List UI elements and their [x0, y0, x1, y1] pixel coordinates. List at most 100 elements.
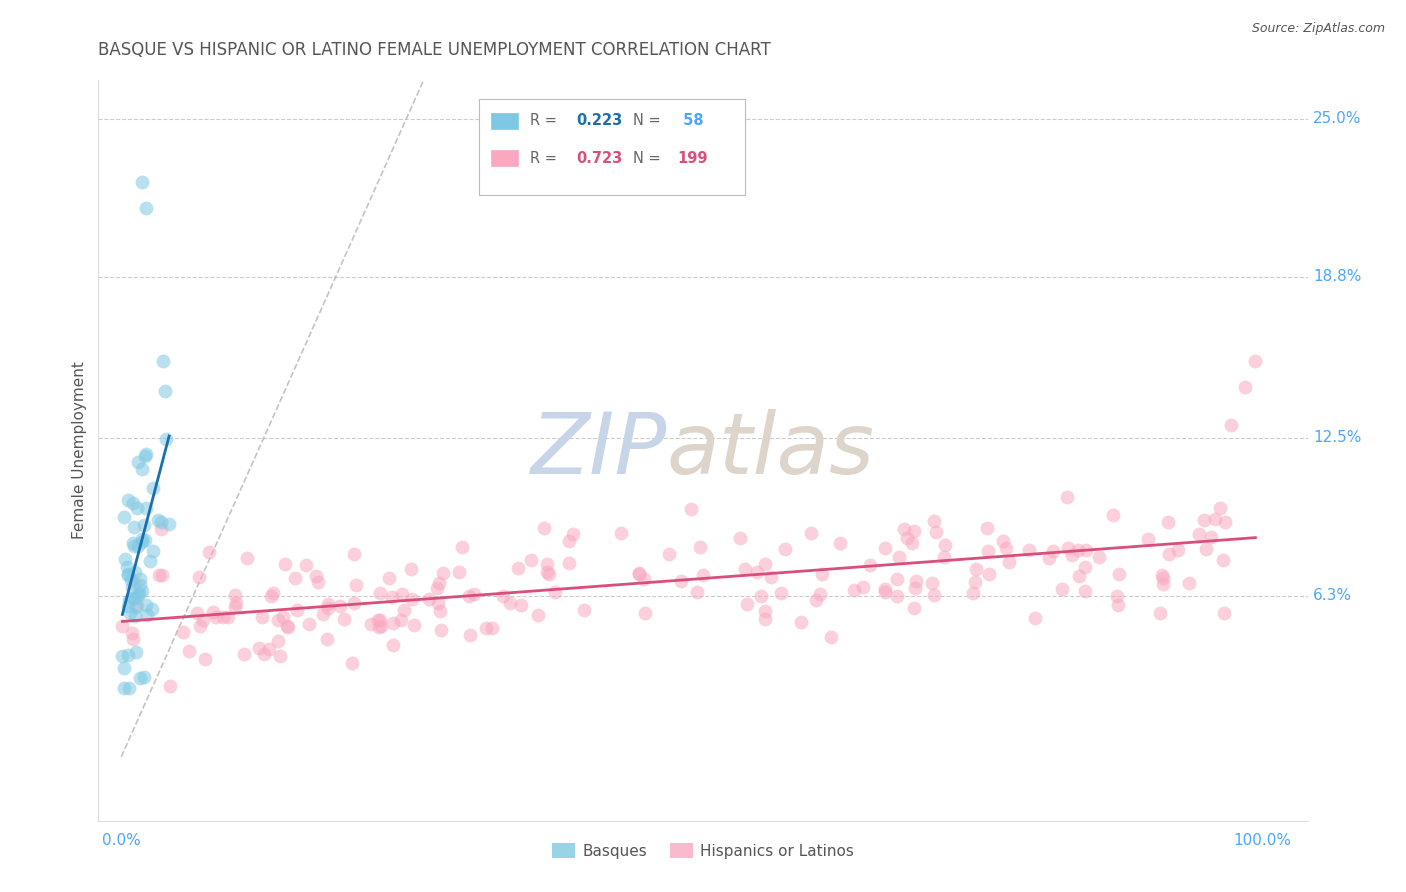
- Point: [284, 571, 307, 585]
- Point: [368, 613, 391, 627]
- Point: [686, 585, 709, 599]
- Text: 12.5%: 12.5%: [1313, 430, 1361, 445]
- Point: [427, 596, 450, 610]
- Point: [295, 558, 318, 573]
- Point: [754, 604, 776, 618]
- Point: [128, 586, 150, 600]
- Point: [976, 521, 998, 535]
- Point: [558, 533, 581, 548]
- Point: [754, 558, 776, 572]
- Point: [277, 620, 299, 634]
- Point: [212, 609, 235, 624]
- Point: [125, 645, 148, 659]
- Point: [217, 610, 239, 624]
- Text: 100.0%: 100.0%: [1233, 833, 1291, 848]
- Point: [148, 568, 170, 582]
- Point: [274, 558, 297, 572]
- Point: [842, 582, 865, 597]
- Text: 6.3%: 6.3%: [1313, 589, 1353, 604]
- Point: [1056, 490, 1078, 504]
- Point: [135, 447, 157, 461]
- Legend: Basques, Hispanics or Latinos: Basques, Hispanics or Latinos: [546, 837, 860, 865]
- Point: [1159, 547, 1181, 561]
- FancyBboxPatch shape: [479, 99, 745, 195]
- Text: 18.8%: 18.8%: [1313, 269, 1361, 285]
- Point: [149, 515, 172, 529]
- Point: [124, 609, 146, 624]
- Point: [121, 496, 143, 510]
- Point: [1107, 599, 1129, 613]
- Point: [342, 596, 364, 610]
- Point: [1150, 567, 1173, 582]
- Point: [922, 515, 945, 529]
- Point: [859, 558, 882, 573]
- Point: [117, 648, 139, 662]
- Point: [458, 627, 481, 641]
- Point: [134, 450, 156, 464]
- Point: [122, 576, 145, 591]
- Point: [152, 354, 174, 368]
- Point: [117, 567, 139, 582]
- Point: [153, 384, 176, 398]
- Point: [118, 592, 141, 607]
- Point: [266, 634, 288, 648]
- Point: [519, 553, 541, 567]
- Point: [333, 612, 356, 626]
- Point: [977, 567, 1000, 582]
- Point: [343, 548, 366, 562]
- Y-axis label: Female Unemployment: Female Unemployment: [72, 361, 87, 540]
- Point: [903, 524, 925, 539]
- Point: [932, 550, 955, 565]
- Point: [745, 565, 768, 579]
- Point: [186, 606, 208, 620]
- Point: [389, 613, 412, 627]
- Point: [1073, 560, 1095, 574]
- Point: [159, 679, 181, 693]
- Point: [304, 568, 326, 582]
- Point: [800, 525, 823, 540]
- Point: [903, 601, 925, 615]
- Point: [543, 584, 565, 599]
- Point: [627, 566, 650, 581]
- Point: [896, 531, 918, 545]
- Point: [112, 661, 135, 675]
- Point: [527, 607, 550, 622]
- Point: [122, 632, 145, 647]
- Point: [1108, 566, 1130, 581]
- Point: [806, 592, 828, 607]
- Text: Source: ZipAtlas.com: Source: ZipAtlas.com: [1251, 22, 1385, 36]
- Point: [1177, 576, 1199, 591]
- Point: [1038, 550, 1060, 565]
- Point: [1074, 584, 1097, 599]
- Point: [561, 527, 583, 541]
- Point: [1213, 515, 1236, 529]
- Point: [875, 582, 897, 597]
- Point: [689, 540, 711, 554]
- Point: [692, 568, 714, 582]
- Point: [316, 601, 339, 615]
- Point: [117, 493, 139, 508]
- Point: [122, 536, 145, 550]
- Point: [966, 561, 988, 575]
- Point: [124, 591, 146, 606]
- Point: [262, 586, 284, 600]
- Point: [492, 590, 515, 604]
- Point: [1157, 516, 1180, 530]
- Point: [132, 670, 155, 684]
- Bar: [492, 150, 517, 166]
- Point: [142, 544, 165, 558]
- Point: [118, 681, 141, 695]
- Point: [671, 574, 693, 588]
- Point: [820, 630, 842, 644]
- Point: [681, 501, 703, 516]
- Point: [427, 575, 450, 590]
- Point: [808, 587, 831, 601]
- Point: [329, 599, 352, 613]
- Point: [307, 575, 329, 590]
- Point: [370, 619, 392, 633]
- Text: N =: N =: [633, 151, 665, 166]
- Point: [997, 555, 1019, 569]
- Point: [962, 586, 984, 600]
- Point: [536, 565, 558, 579]
- Point: [382, 638, 405, 652]
